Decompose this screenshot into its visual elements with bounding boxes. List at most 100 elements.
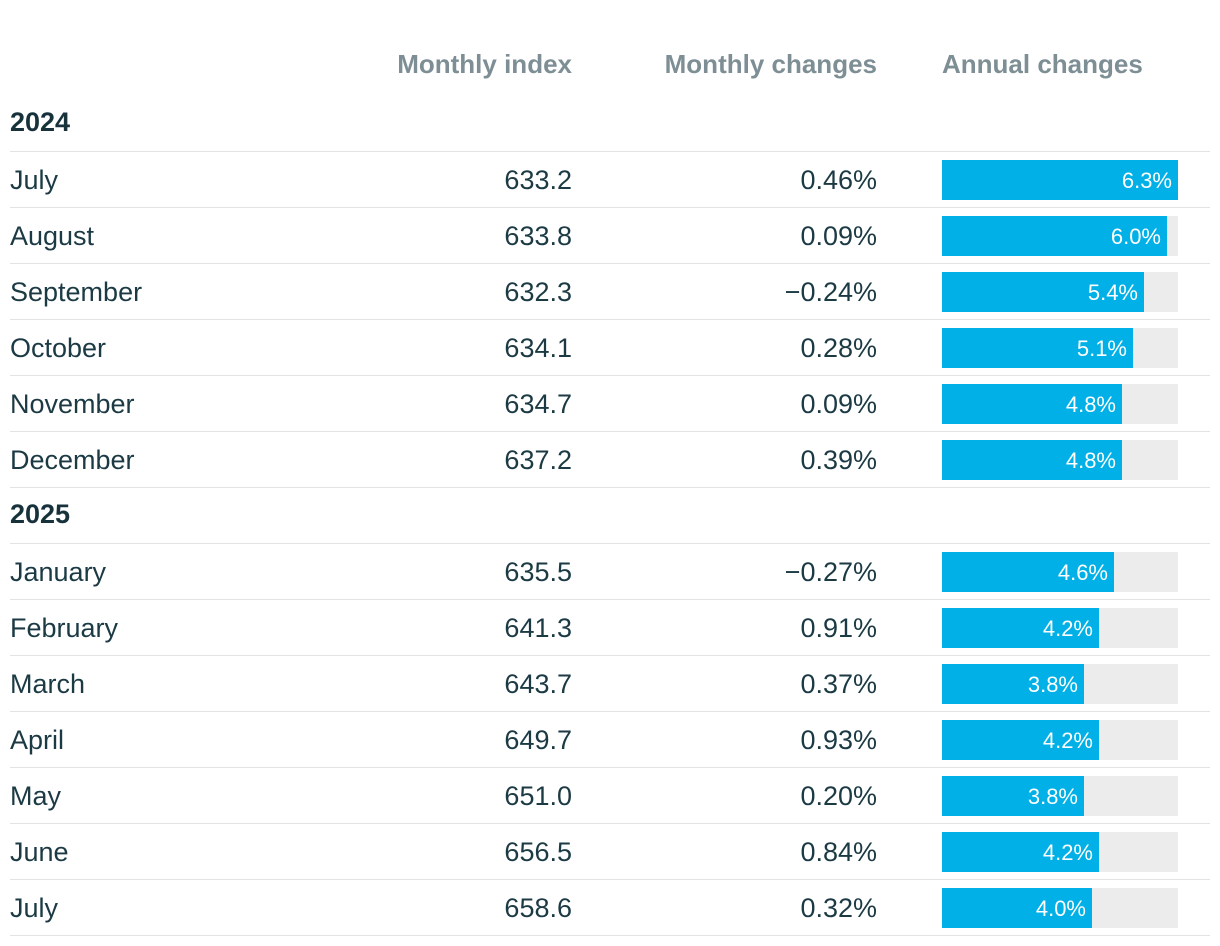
table-row: August 633.8 0.09% 6.0%: [10, 208, 1210, 264]
annual-change-label: 4.2%: [1042, 840, 1093, 865]
row-divider: [10, 207, 1210, 208]
table-row: March 643.7 0.37% 3.8%: [10, 656, 1210, 712]
row-divider: [10, 711, 1210, 712]
monthly-index-cell: 632.3: [504, 277, 572, 307]
annual-change-bar-track: 6.0%: [942, 216, 1178, 256]
table-row: November 634.7 0.09% 4.8%: [10, 376, 1210, 432]
annual-change-bar-track: 4.6%: [942, 552, 1178, 592]
monthly-index-cell: 635.5: [504, 557, 572, 587]
annual-change-label: 4.2%: [1042, 616, 1093, 641]
monthly-change-cell: 0.09%: [800, 389, 877, 419]
monthly-index-cell: 658.6: [504, 893, 572, 923]
year-group-header: 2025: [10, 488, 1210, 544]
annual-change-bar-track: 3.8%: [942, 664, 1178, 704]
row-divider: [10, 935, 1210, 936]
annual-change-label: 3.8%: [1027, 784, 1078, 809]
annual-change-bar-track: 5.4%: [942, 272, 1178, 312]
monthly-change-cell: 0.09%: [800, 221, 877, 251]
annual-change-label: 6.0%: [1110, 224, 1161, 249]
table-row: June 656.5 0.84% 4.2%: [10, 824, 1210, 880]
annual-change-bar: 3.8%: [942, 664, 1084, 704]
annual-change-label: 4.8%: [1065, 448, 1116, 473]
row-divider: [10, 879, 1210, 880]
monthly-change-cell: 0.93%: [800, 725, 877, 755]
annual-change-bar: 6.3%: [942, 160, 1178, 200]
row-divider: [10, 823, 1210, 824]
monthly-index-cell: 633.2: [504, 165, 572, 195]
annual-change-label: 4.0%: [1035, 896, 1086, 921]
annual-change-bar-track: 6.3%: [942, 160, 1178, 200]
year-group-header: 2024: [10, 96, 1210, 152]
annual-change-bar-track: 4.8%: [942, 440, 1178, 480]
row-divider: [10, 263, 1210, 264]
table-row: February 641.3 0.91% 4.2%: [10, 600, 1210, 656]
monthly-change-cell: 0.32%: [800, 893, 877, 923]
monthly-change-cell: 0.91%: [800, 613, 877, 643]
annual-change-bar-track: 4.2%: [942, 832, 1178, 872]
monthly-index-cell: 634.7: [504, 389, 572, 419]
annual-change-bar: 4.8%: [942, 384, 1122, 424]
month-cell: June: [10, 837, 69, 867]
row-divider: [10, 767, 1210, 768]
row-divider: [10, 487, 1210, 488]
annual-change-label: 5.4%: [1087, 280, 1138, 305]
annual-change-label: 3.8%: [1027, 672, 1078, 697]
annual-change-bar-track: 4.8%: [942, 384, 1178, 424]
annual-change-bar-track: 4.2%: [942, 720, 1178, 760]
table-row: January 635.5 −0.27% 4.6%: [10, 544, 1210, 600]
table-row: May 651.0 0.20% 3.8%: [10, 768, 1210, 824]
annual-change-bar-track: 5.1%: [942, 328, 1178, 368]
row-divider: [10, 655, 1210, 656]
row-divider: [10, 431, 1210, 432]
monthly-index-cell: 649.7: [504, 725, 572, 755]
monthly-index-cell: 656.5: [504, 837, 572, 867]
month-cell: September: [10, 277, 143, 307]
monthly-index-cell: 634.1: [504, 333, 572, 363]
table-row: April 649.7 0.93% 4.2%: [10, 712, 1210, 768]
row-divider: [10, 375, 1210, 376]
annual-change-bar: 3.8%: [942, 776, 1084, 816]
row-divider: [10, 599, 1210, 600]
monthly-change-cell: 0.37%: [800, 669, 877, 699]
month-cell: March: [10, 669, 86, 699]
annual-change-bar: 4.2%: [942, 720, 1099, 760]
row-divider: [10, 151, 1210, 152]
annual-change-bar: 4.2%: [942, 832, 1099, 872]
month-cell: January: [10, 557, 107, 587]
column-header-monthly-changes: Monthly changes: [664, 49, 877, 79]
monthly-change-cell: 0.28%: [800, 333, 877, 363]
row-divider: [10, 543, 1210, 544]
table-row: July 658.6 0.32% 4.0%: [10, 880, 1210, 936]
table-row: September 632.3 −0.24% 5.4%: [10, 264, 1210, 320]
annual-change-bar: 4.0%: [942, 888, 1092, 928]
annual-change-label: 4.2%: [1042, 728, 1093, 753]
row-divider: [10, 319, 1210, 320]
column-header-monthly-index: Monthly index: [397, 49, 572, 79]
month-cell: May: [10, 781, 62, 811]
annual-change-label: 5.1%: [1076, 336, 1127, 361]
month-cell: February: [10, 613, 119, 643]
annual-change-bar: 4.6%: [942, 552, 1114, 592]
monthly-change-cell: 0.20%: [800, 781, 877, 811]
year-label: 2024: [10, 107, 71, 137]
annual-change-bar: 4.8%: [942, 440, 1122, 480]
table-row: July 633.2 0.46% 6.3%: [10, 152, 1210, 208]
annual-change-label: 6.3%: [1121, 168, 1172, 193]
month-cell: July: [10, 893, 59, 923]
table-row: October 634.1 0.28% 5.1%: [10, 320, 1210, 376]
month-cell: July: [10, 165, 59, 195]
monthly-index-cell: 651.0: [504, 781, 572, 811]
month-cell: November: [10, 389, 135, 419]
annual-change-bar: 6.0%: [942, 216, 1167, 256]
annual-change-bar: 5.1%: [942, 328, 1133, 368]
annual-change-bar-track: 3.8%: [942, 776, 1178, 816]
monthly-index-cell: 637.2: [504, 445, 572, 475]
monthly-change-cell: 0.84%: [800, 837, 877, 867]
annual-change-bar: 4.2%: [942, 608, 1099, 648]
annual-change-bar-track: 4.2%: [942, 608, 1178, 648]
monthly-index-cell: 641.3: [504, 613, 572, 643]
monthly-change-cell: 0.46%: [800, 165, 877, 195]
monthly-index-cell: 633.8: [504, 221, 572, 251]
monthly-change-cell: −0.24%: [784, 277, 877, 307]
